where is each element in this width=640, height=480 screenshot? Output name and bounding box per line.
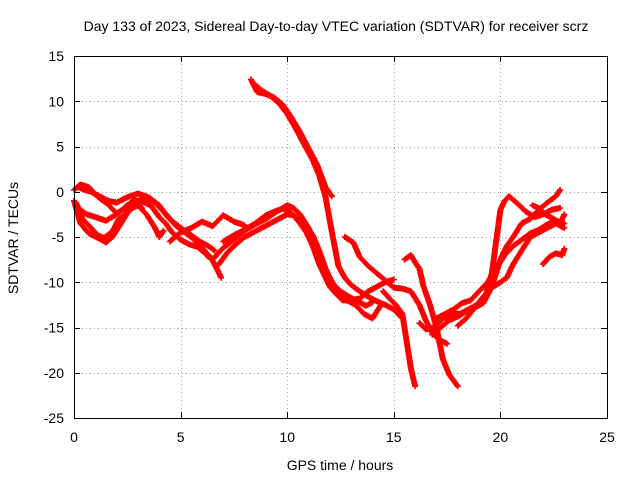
- y-tick-label: -10: [44, 274, 64, 290]
- series-markers: [540, 245, 568, 268]
- y-tick-label: 5: [56, 139, 64, 155]
- y-tick-label: -5: [52, 229, 65, 245]
- y-tick-label: -25: [44, 410, 64, 426]
- series-track-9: [220, 205, 384, 322]
- series-markers: [166, 212, 248, 245]
- y-tick-label: 10: [48, 93, 64, 109]
- data-points: [71, 76, 568, 390]
- y-tick-labels: -25 -20 -15 -10 -5 0 5 10 15: [44, 48, 64, 426]
- grid: [74, 56, 607, 418]
- series-markers: [454, 220, 568, 329]
- series-track-17: [433, 217, 568, 322]
- x-tick-label: 5: [177, 429, 185, 445]
- x-tick-label: 25: [599, 429, 615, 445]
- y-tick-label: 15: [48, 48, 64, 64]
- x-axis-label: GPS time / hours: [287, 457, 394, 473]
- x-tick-label: 20: [493, 429, 509, 445]
- series-markers: [433, 217, 568, 322]
- series-track-19: [529, 202, 568, 227]
- series-track-18: [454, 220, 568, 329]
- y-tick-label: -15: [44, 320, 64, 336]
- series-markers: [250, 80, 406, 322]
- series-track-13: [380, 288, 419, 390]
- series-track-11: [250, 80, 406, 322]
- series-markers: [529, 202, 568, 227]
- x-tick-label: 0: [70, 429, 78, 445]
- y-axis-label: SDTVAR / TECUs: [5, 182, 21, 294]
- chart-title: Day 133 of 2023, Sidereal Day-to-day VTE…: [84, 18, 589, 34]
- x-tick-label: 10: [279, 429, 295, 445]
- plot-frame: [74, 56, 608, 419]
- y-tick-label: 0: [56, 184, 64, 200]
- series-track-6: [166, 212, 248, 245]
- x-tick-label: 15: [386, 429, 402, 445]
- x-tick-labels: 0 5 10 15 20 25: [70, 429, 615, 445]
- series-markers: [220, 205, 384, 322]
- y-tick-label: -20: [44, 365, 64, 381]
- series-track-20: [540, 245, 568, 268]
- series-markers: [380, 288, 419, 390]
